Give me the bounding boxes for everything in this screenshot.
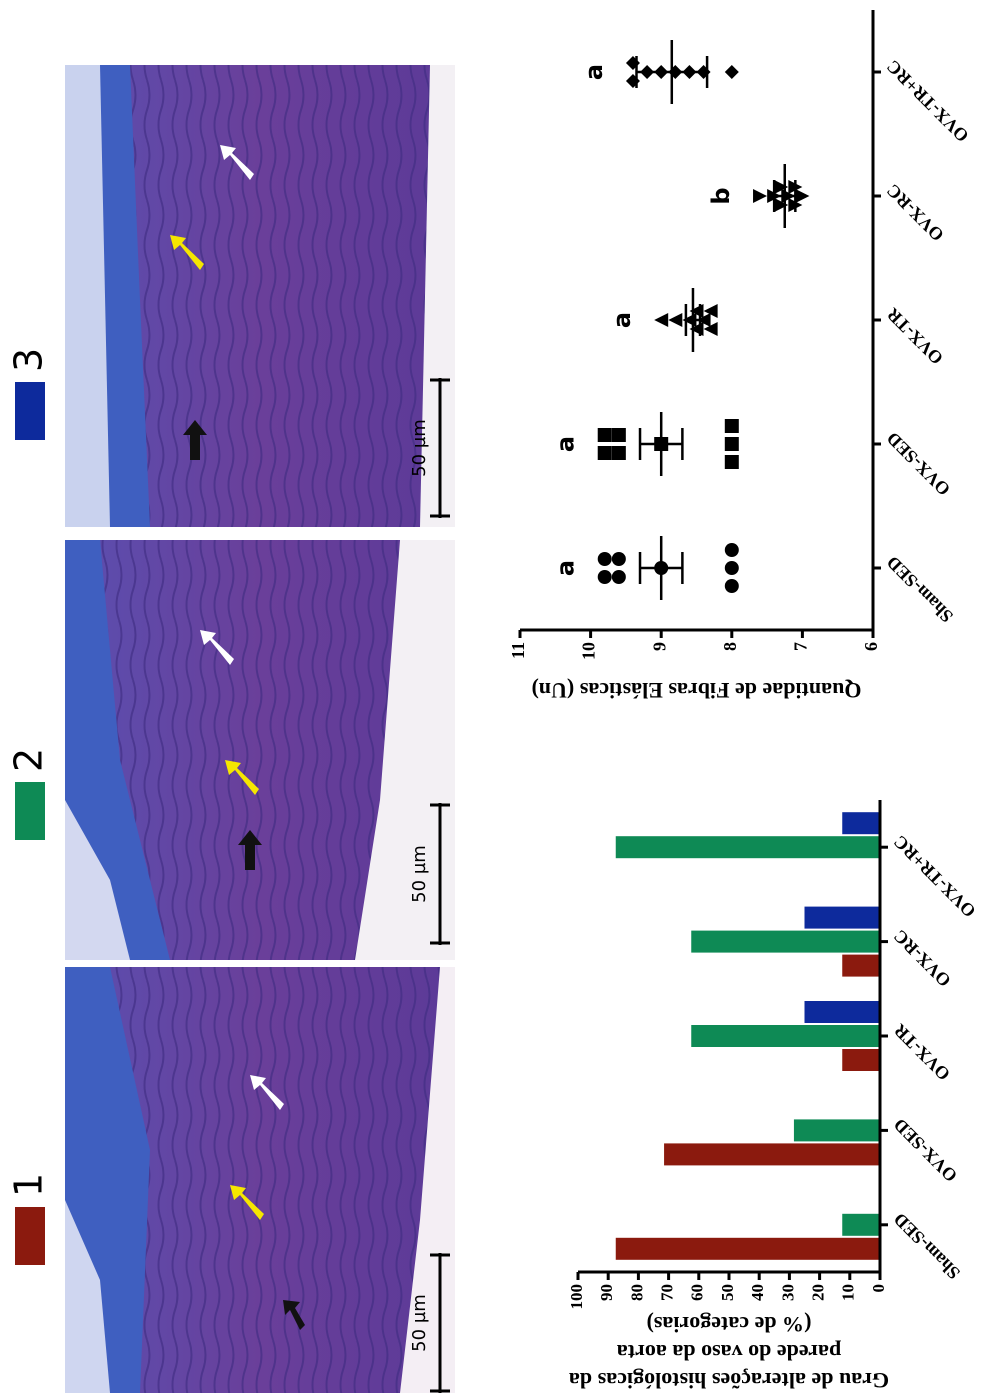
x-tick-label: OVX-RC: [890, 926, 955, 991]
point: [611, 552, 626, 566]
x-tick-label: Sham-SED: [890, 1209, 964, 1283]
bar: [691, 1025, 880, 1047]
y-tick-label: 40: [748, 1284, 767, 1301]
y-tick-label: 30: [778, 1284, 797, 1301]
point: [724, 543, 739, 557]
point: [724, 455, 739, 469]
micrograph: 50 µm: [65, 65, 455, 527]
point: [724, 437, 739, 451]
point: [724, 65, 739, 79]
y-tick-label: 8: [720, 642, 740, 651]
bar: [842, 954, 880, 977]
micrograph: 50 µm: [65, 540, 455, 960]
point: [753, 189, 768, 203]
y-tick-label: 10: [839, 1284, 858, 1301]
legend-label: 3: [7, 348, 51, 372]
y-axis-label: Grau de alterações histológicas da: [569, 1368, 889, 1393]
x-tick-label: OVX-TR+RC: [890, 831, 980, 921]
point: [597, 552, 612, 566]
group-label: a: [552, 436, 580, 452]
x-tick-label: OVX-SED: [883, 428, 954, 499]
micrograph: 50 µm: [65, 967, 455, 1393]
legend-swatch: [15, 782, 45, 840]
rotated-figure: 50 µm 50 µm 50 µm 1230102030405060708090…: [7, 10, 980, 1393]
legend-swatch: [15, 382, 45, 440]
point: [795, 189, 810, 203]
point: [774, 198, 789, 212]
point: [597, 446, 612, 460]
y-tick-label: 11: [508, 642, 528, 659]
point: [654, 313, 669, 327]
point: [724, 561, 739, 575]
bar: [842, 812, 880, 835]
point: [696, 313, 711, 327]
group-label: a: [608, 312, 636, 328]
bar: [664, 1143, 880, 1166]
point: [597, 570, 612, 584]
y-axis-label: Quantidae de Fibras Elásticas (Un): [531, 678, 861, 703]
scale-label: 50 µm: [409, 1294, 430, 1352]
point: [625, 74, 640, 88]
bar: [804, 1001, 880, 1023]
point: [774, 180, 789, 194]
legend-label: 1: [7, 1173, 51, 1197]
y-tick-label: 0: [869, 1284, 888, 1293]
x-tick-label: Sham-SED: [883, 552, 957, 626]
point: [724, 419, 739, 433]
scale-label: 50 µm: [409, 419, 430, 477]
y-axis-label: parede do vaso da aorta: [617, 1340, 842, 1365]
y-tick-label: 10: [579, 642, 599, 660]
x-tick-label: OVX-RC: [883, 180, 948, 245]
point: [597, 428, 612, 442]
y-tick-label: 90: [597, 1284, 616, 1301]
point: [724, 579, 739, 593]
y-tick-label: 100: [567, 1284, 586, 1310]
y-tick-label: 7: [791, 642, 811, 651]
point: [611, 428, 626, 442]
bar: [842, 1049, 880, 1071]
point: [668, 313, 683, 327]
y-tick-label: 20: [809, 1284, 828, 1301]
y-tick-label: 70: [658, 1284, 677, 1301]
point: [703, 304, 718, 318]
bar: [615, 836, 880, 859]
point: [611, 570, 626, 584]
x-tick-label: OVX-TR+RC: [883, 56, 973, 146]
scale-label: 50 µm: [409, 845, 430, 903]
y-axis-label: (% de categorias): [647, 1312, 812, 1337]
point: [611, 446, 626, 460]
group-label: a: [552, 560, 580, 576]
point: [625, 56, 640, 70]
point: [703, 322, 718, 336]
group-label: b: [707, 187, 735, 204]
x-tick-label: OVX-TR: [889, 1020, 954, 1085]
group-label: a: [580, 64, 608, 80]
bar: [793, 1119, 880, 1142]
y-tick-label: 50: [718, 1284, 737, 1301]
y-tick-label: 60: [688, 1284, 707, 1301]
bar: [804, 906, 880, 929]
legend-label: 2: [7, 748, 51, 772]
y-tick-label: 9: [649, 642, 669, 651]
bar: [842, 1213, 880, 1236]
bar: [615, 1237, 880, 1260]
x-tick-label: OVX-TR: [882, 304, 947, 369]
legend-swatch: [15, 1207, 45, 1265]
bar: [691, 930, 880, 953]
y-tick-label: 80: [627, 1284, 646, 1301]
y-tick-label: 6: [861, 642, 881, 651]
x-tick-label: OVX-SED: [890, 1115, 961, 1186]
